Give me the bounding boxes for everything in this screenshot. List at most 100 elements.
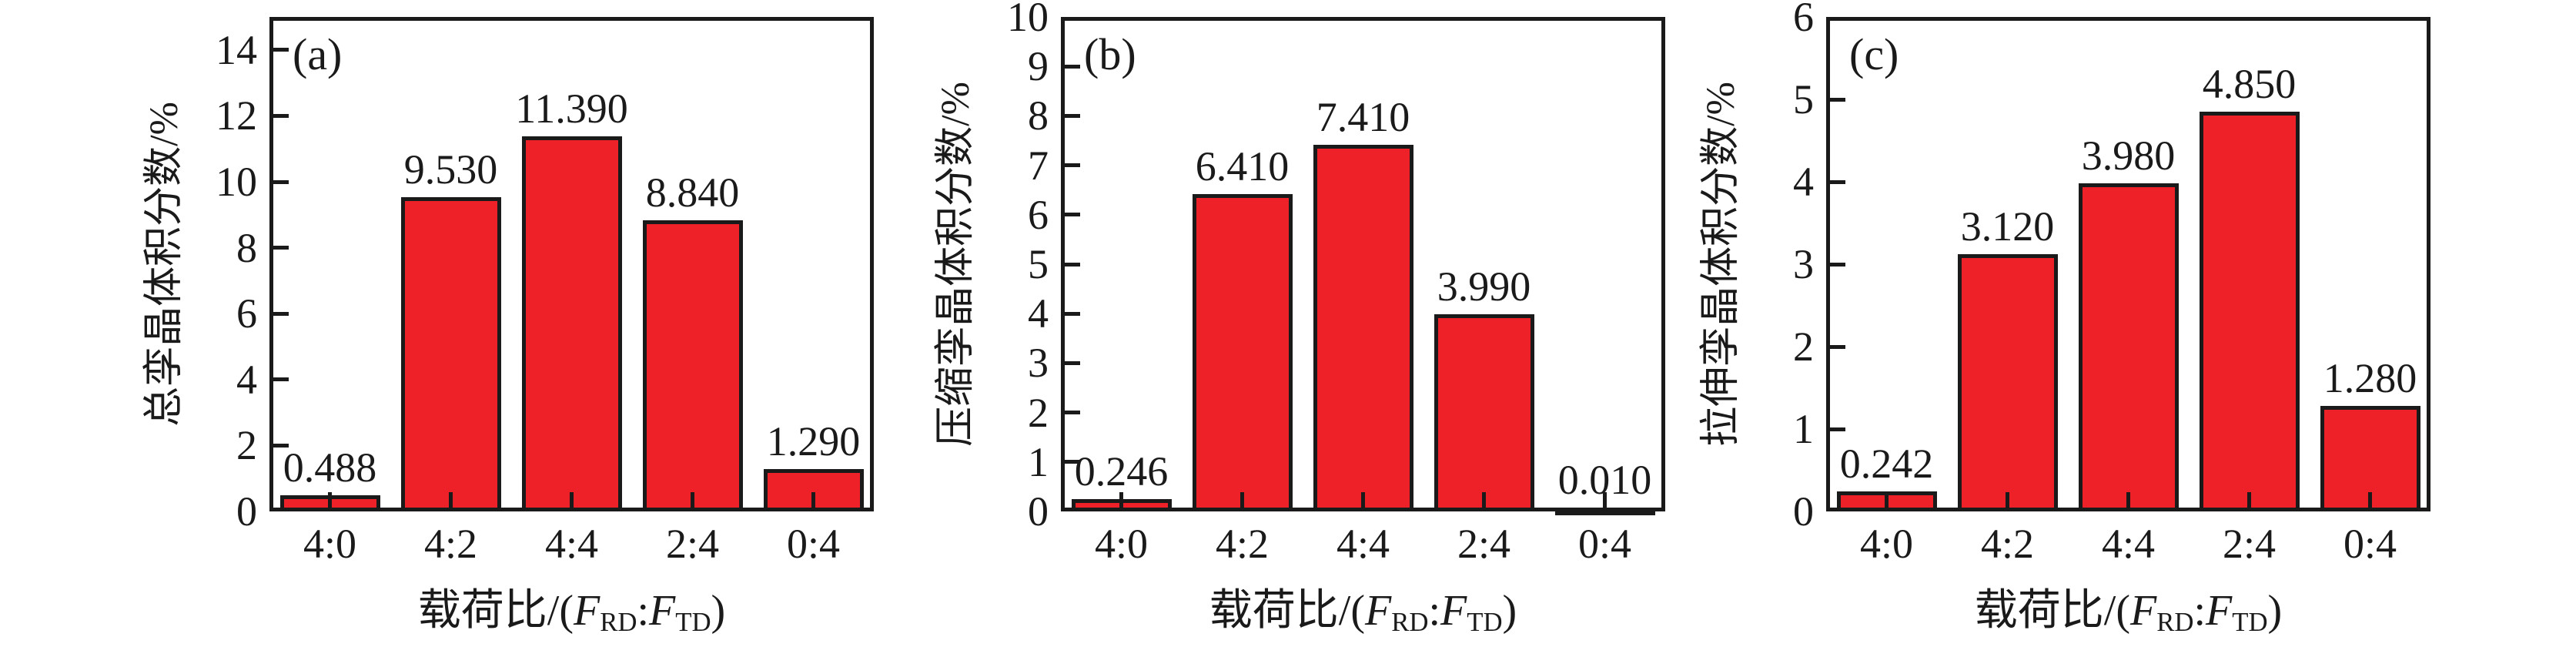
y-tick-label: 4 — [1793, 159, 1814, 205]
y-tick-mark — [1065, 411, 1080, 415]
x-tick-label: 4:0 — [1094, 521, 1149, 567]
x-tick-mark — [1361, 492, 1365, 508]
y-tick-label: 1 — [1793, 406, 1814, 452]
x-axis-title-part: F — [649, 587, 676, 635]
bar-value-label: 0.242 — [1839, 441, 1934, 488]
y-tick-label: 0 — [236, 488, 257, 535]
x-axis-title-part: 载荷比/( — [1974, 587, 2131, 635]
x-tick-mark — [2126, 492, 2130, 508]
x-tick-mark — [2006, 492, 2009, 508]
x-axis-title-part: RD — [600, 606, 637, 637]
bar-value-label: 7.410 — [1316, 94, 1410, 141]
x-tick-label: 4:2 — [1980, 521, 2035, 567]
x-tick-label: 4:4 — [1336, 521, 1390, 567]
bar-value-label: 0.246 — [1074, 448, 1169, 495]
y-tick-mark — [1065, 460, 1080, 464]
x-axis-title-part: 载荷比/( — [1209, 587, 1366, 635]
y-tick-mark — [1065, 262, 1080, 267]
x-tick-mark — [570, 492, 574, 508]
x-tick-label: 0:4 — [2343, 521, 2397, 567]
x-axis-title-part: : — [2193, 587, 2206, 635]
bar-value-label: 0.488 — [283, 444, 377, 491]
x-tick-label: 4:2 — [1215, 521, 1270, 567]
x-axis-title-part: : — [1428, 587, 1441, 635]
y-tick-mark — [1830, 179, 1845, 184]
y-tick-label: 3 — [1793, 241, 1814, 287]
y-tick-label: 4 — [1028, 290, 1049, 337]
x-tick-mark — [1119, 492, 1123, 508]
bar-2:4 — [2199, 112, 2300, 511]
y-tick-label: 6 — [236, 290, 257, 337]
bar-value-label: 6.410 — [1195, 143, 1290, 190]
y-tick-label: 10 — [216, 159, 257, 205]
bar-value-label: 1.280 — [2323, 355, 2417, 402]
y-tick-label: 6 — [1793, 0, 1814, 40]
y-tick-mark — [1830, 262, 1845, 267]
x-tick-mark — [2247, 492, 2251, 508]
x-axis-title-part: TD — [2232, 606, 2268, 637]
bar-4:4 — [521, 136, 622, 511]
x-axis-title-part: RD — [1391, 606, 1429, 637]
x-tick-label: 4:0 — [1859, 521, 1914, 567]
bar-0:4 — [1554, 508, 1655, 515]
y-tick-label: 2 — [236, 422, 257, 469]
y-tick-mark — [1065, 311, 1080, 316]
y-tick-mark — [1065, 113, 1080, 118]
y-tick-mark — [273, 311, 289, 316]
panel-label-c: (c) — [1849, 29, 1899, 79]
bar-4:4 — [1313, 145, 1413, 511]
y-tick-label: 9 — [1028, 43, 1049, 90]
x-axis-title-part: F — [574, 587, 601, 635]
x-axis-title-part: F — [2206, 587, 2233, 635]
y-tick-label: 5 — [1028, 241, 1049, 287]
y-tick-label: 0 — [1028, 488, 1049, 535]
x-axis-title-part: F — [2130, 587, 2157, 635]
y-tick-mark — [273, 377, 289, 382]
bar-value-label: 3.120 — [1960, 203, 2055, 250]
y-tick-mark — [1065, 64, 1080, 69]
y-tick-label: 5 — [1793, 76, 1814, 122]
bar-4:4 — [2078, 183, 2179, 511]
y-tick-mark — [1830, 97, 1845, 102]
y-tick-mark — [1830, 344, 1845, 349]
x-axis-title-part: : — [637, 587, 650, 635]
x-axis-title-part: TD — [1467, 606, 1503, 637]
x-tick-label: 0:4 — [1577, 521, 1632, 567]
x-tick-mark — [1482, 492, 1486, 508]
x-axis-title-part: ) — [2267, 587, 2283, 635]
x-tick-label: 4:2 — [423, 521, 478, 567]
y-tick-label: 2 — [1028, 389, 1049, 436]
x-axis-title-part: 载荷比/( — [417, 587, 574, 635]
y-tick-mark — [273, 48, 289, 52]
bar-value-label: 1.290 — [766, 417, 861, 464]
y-tick-label: 3 — [1028, 340, 1049, 387]
x-tick-mark — [449, 492, 453, 508]
x-tick-label: 4:4 — [544, 521, 599, 567]
y-tick-label: 7 — [1028, 142, 1049, 189]
y-tick-label: 0 — [1793, 488, 1814, 535]
x-tick-label: 2:4 — [1457, 521, 1511, 567]
x-tick-mark — [811, 492, 815, 508]
x-tick-mark — [1885, 492, 1889, 508]
y-tick-label: 2 — [1793, 324, 1814, 370]
x-tick-label: 2:4 — [2222, 521, 2277, 567]
panel-label-a: (a) — [293, 29, 343, 79]
x-axis-title-part: RD — [2156, 606, 2194, 637]
x-tick-mark — [1603, 492, 1607, 508]
x-axis-title-b: 载荷比/(FRD:FTD) — [1209, 587, 1517, 640]
x-tick-label: 0:4 — [786, 521, 841, 567]
bar-4:2 — [1192, 194, 1293, 511]
y-tick-mark — [273, 113, 289, 118]
y-tick-mark — [1065, 163, 1080, 168]
y-tick-label: 8 — [1028, 92, 1049, 139]
bar-4:2 — [400, 197, 501, 511]
y-tick-mark — [1065, 213, 1080, 217]
x-tick-mark — [2368, 492, 2372, 508]
x-axis-title-part: ) — [1502, 587, 1517, 635]
x-tick-mark — [328, 492, 332, 508]
x-axis-title-c: 载荷比/(FRD:FTD) — [1975, 587, 2282, 640]
y-tick-label: 12 — [216, 92, 257, 139]
y-tick-mark — [273, 246, 289, 250]
x-tick-label: 2:4 — [665, 521, 720, 567]
